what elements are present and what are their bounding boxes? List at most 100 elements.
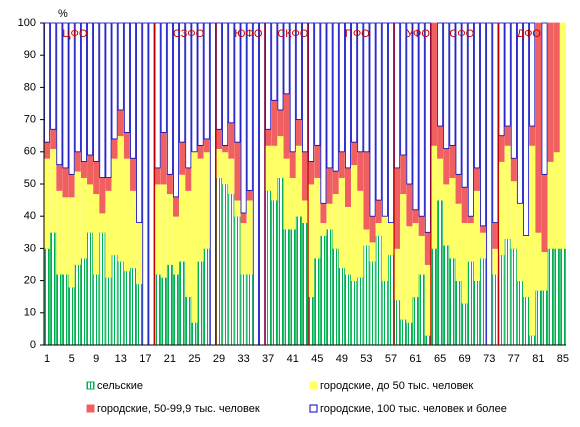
- bar-segment: [406, 183, 413, 227]
- bar-segment: [510, 180, 517, 249]
- bar-segment: [308, 296, 315, 346]
- bar-segment: [412, 209, 419, 224]
- bar-segment: [197, 157, 204, 262]
- bar-segment: [197, 22, 204, 146]
- bar-segment: [142, 22, 149, 346]
- bar-segment: [381, 280, 388, 346]
- bar-segment: [44, 247, 51, 346]
- bar-segment: [111, 254, 118, 346]
- bar-segment: [50, 22, 57, 130]
- bar-segment: [222, 22, 229, 146]
- bar-segment: [246, 190, 253, 201]
- bar-segment: [486, 22, 493, 346]
- bar-segment: [62, 22, 69, 169]
- bar-segment: [166, 22, 173, 175]
- legend-swatch: [86, 404, 95, 413]
- y-tick-label: 40: [24, 210, 36, 222]
- bar-segment: [68, 196, 75, 288]
- bar-segment: [62, 196, 69, 275]
- bar-segment: [301, 199, 308, 224]
- bar-segment: [412, 296, 419, 346]
- bar-segment: [160, 22, 167, 133]
- bar-segment: [437, 199, 444, 346]
- bar-segment: [44, 141, 51, 159]
- bar-segment: [535, 289, 542, 346]
- bar-segment: [191, 322, 198, 346]
- bar-segment: [437, 125, 444, 159]
- bar-segment: [338, 22, 345, 153]
- bar-segment: [56, 22, 63, 166]
- bar-segment: [443, 183, 450, 246]
- bar-segment: [222, 151, 229, 185]
- bar-segment: [424, 22, 431, 233]
- bar-segment: [320, 222, 327, 236]
- bar-segment: [62, 167, 69, 198]
- bar-segment: [351, 280, 358, 346]
- legend-swatch: [309, 381, 318, 390]
- bar-segment: [351, 141, 358, 166]
- bar-segment: [375, 222, 382, 236]
- bar-segment: [369, 260, 376, 346]
- bar-segment: [363, 22, 370, 153]
- bar-segment: [338, 267, 345, 346]
- bar-segment: [504, 238, 511, 346]
- bar-segment: [136, 22, 143, 224]
- bar-segment: [185, 190, 192, 298]
- bar-segment: [314, 257, 321, 346]
- bar-segment: [179, 173, 186, 262]
- bar-segment: [80, 177, 87, 259]
- bar-segment: [154, 183, 161, 275]
- bar-segment: [400, 22, 407, 156]
- bar-segment: [246, 273, 253, 346]
- bar-segment: [473, 190, 480, 282]
- bar-segment: [117, 22, 124, 111]
- bar-segment: [216, 128, 223, 149]
- bar-segment: [387, 254, 394, 346]
- bar-segment: [68, 286, 75, 346]
- x-tick-label: 45: [311, 353, 323, 365]
- bar-segment: [406, 322, 413, 346]
- bar-segment: [111, 157, 118, 256]
- bar-segment: [271, 22, 278, 101]
- bar-segment: [265, 128, 272, 146]
- y-tick-label: 0: [30, 339, 36, 351]
- bar-segment: [492, 247, 499, 275]
- bar-segment: [111, 138, 118, 159]
- bar-segment: [154, 273, 161, 346]
- bar-segment: [400, 193, 407, 320]
- bar-segment: [252, 22, 259, 346]
- x-tick-label: 85: [557, 353, 569, 365]
- bar-segment: [87, 154, 94, 185]
- bar-segment: [289, 228, 296, 346]
- bar-segment: [166, 173, 173, 195]
- bar-segment: [455, 202, 462, 282]
- bar-segment: [516, 202, 523, 282]
- bar-segment: [443, 22, 450, 149]
- bar-segment: [179, 141, 186, 175]
- bar-segment: [332, 170, 339, 195]
- bar-segment: [74, 264, 81, 346]
- bar-segment: [265, 144, 272, 191]
- bar-segment: [56, 164, 63, 191]
- bar-segment: [93, 193, 100, 275]
- bar-segment: [430, 144, 437, 249]
- bar-segment: [228, 193, 235, 346]
- legend-swatch: [86, 381, 95, 390]
- bar-segment: [529, 334, 536, 346]
- district-label: СФО: [449, 28, 474, 40]
- bar-segment: [105, 177, 112, 191]
- bar-segment: [437, 22, 444, 127]
- bar-segment: [99, 22, 106, 178]
- bar-segment: [50, 148, 57, 233]
- bar-segment: [222, 183, 229, 346]
- bar-segment: [375, 235, 382, 346]
- bar-segment: [332, 247, 339, 346]
- bar-segment: [467, 222, 474, 262]
- bar-segment: [277, 109, 284, 137]
- x-tick-label: 29: [213, 353, 225, 365]
- bar-segment: [295, 144, 302, 217]
- legend-label: сельские: [97, 380, 143, 392]
- bar-segment: [461, 186, 468, 224]
- bar-segment: [301, 222, 308, 346]
- bar-segment: [559, 247, 566, 346]
